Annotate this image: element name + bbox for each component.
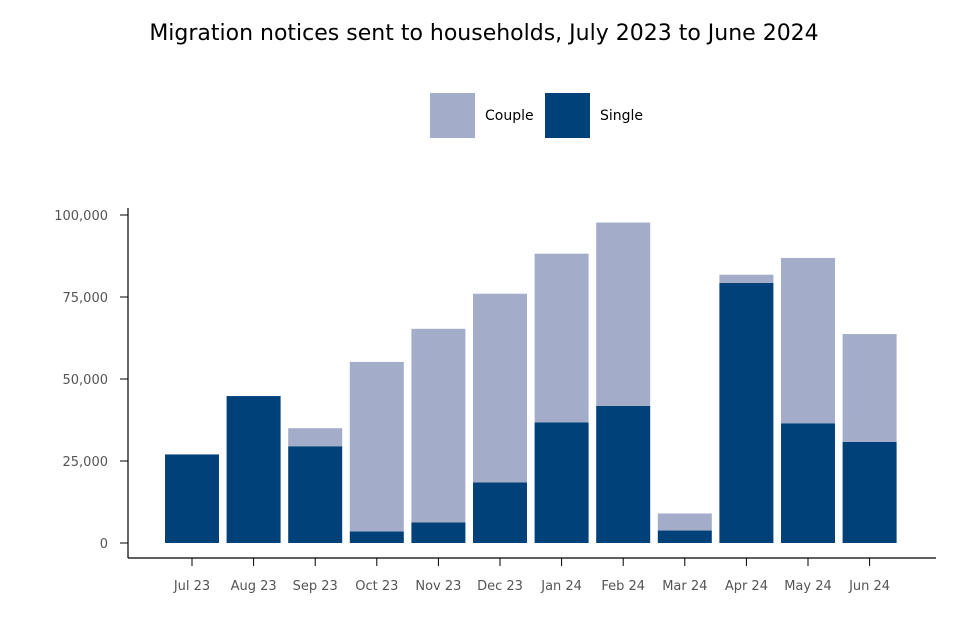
x-tick-label: Nov 23	[415, 579, 461, 594]
bar-couple	[781, 257, 835, 424]
bar-couple	[473, 293, 527, 483]
x-tick-label: Aug 23	[231, 579, 277, 594]
x-tick-label: May 24	[784, 579, 832, 594]
legend-swatch-single	[545, 93, 590, 138]
bar-couple	[411, 328, 466, 523]
bar-single	[534, 422, 589, 543]
x-tick-label: Apr 24	[725, 579, 768, 594]
x-tick-label: Jan 24	[540, 579, 582, 594]
bar-single	[473, 482, 527, 543]
bars	[165, 222, 897, 543]
x-axis: Jul 23 Aug 23 Sep 23 Oct 23 Nov 23 Dec 23 Jan …	[128, 557, 936, 594]
bar-single	[596, 405, 651, 543]
bar-single	[842, 441, 897, 543]
bar-couple	[349, 361, 404, 532]
bar-single	[165, 454, 219, 543]
bar-single	[411, 522, 466, 543]
bar-couple	[842, 334, 897, 442]
bar-single	[288, 446, 343, 543]
y-tick-label: 75,000	[63, 291, 109, 306]
y-tick-label: 100,000	[54, 209, 108, 224]
y-tick-label: 0	[100, 537, 108, 552]
x-tick-label: Oct 23	[355, 579, 398, 594]
bar-single	[781, 423, 835, 543]
bar-couple	[657, 513, 712, 531]
bar-couple	[534, 253, 589, 423]
bar-single	[226, 396, 281, 543]
bar-couple	[288, 428, 343, 447]
x-tick-label: Dec 23	[477, 579, 523, 594]
legend-swatch-couple	[430, 93, 475, 138]
legend: Couple Single	[430, 93, 643, 138]
y-tick-label: 25,000	[63, 455, 109, 470]
x-tick-label: Jul 23	[173, 579, 210, 594]
y-axis: 0 25,000 50,000 75,000 100,000	[54, 208, 129, 558]
x-tick-label: Mar 24	[662, 579, 707, 594]
legend-label-couple: Couple	[485, 108, 534, 124]
x-tick-label: Sep 23	[293, 579, 338, 594]
bar-couple	[719, 274, 774, 283]
y-tick-label: 50,000	[63, 373, 109, 388]
bar-couple	[596, 222, 651, 406]
bar-single	[349, 531, 404, 543]
chart-title: Migration notices sent to households, Ju…	[149, 21, 818, 46]
bar-single	[719, 282, 774, 543]
x-tick-label: Jun 24	[848, 579, 890, 594]
x-tick-label: Feb 24	[601, 579, 645, 594]
legend-label-single: Single	[600, 108, 643, 124]
bar-single	[657, 530, 712, 543]
